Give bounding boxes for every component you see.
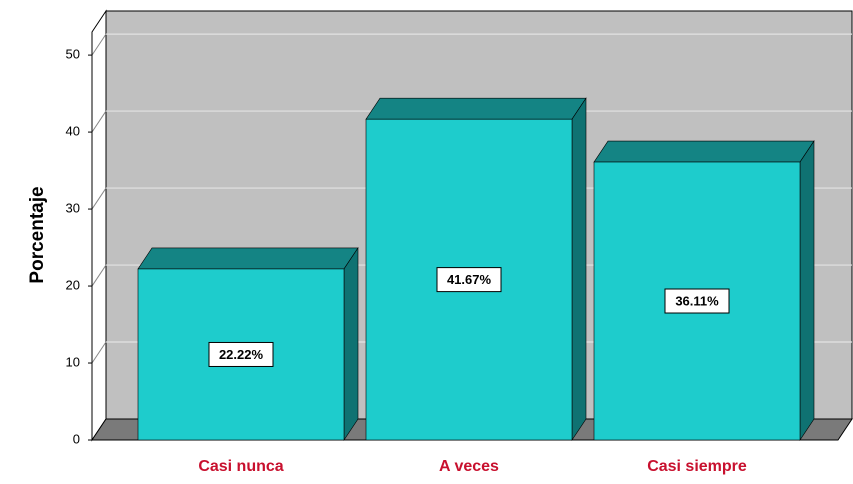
- bar-side: [571, 97, 587, 441]
- x-tick-label: Casi nunca: [198, 458, 283, 475]
- bar-top: [593, 140, 815, 163]
- value-label: 41.67%: [447, 272, 492, 287]
- y-tick-label: 30: [66, 200, 80, 215]
- x-tick-label: Casi siempre: [647, 458, 747, 475]
- value-label-box: [664, 288, 730, 314]
- y-tick-label: 0: [73, 431, 80, 446]
- grid-line: [91, 110, 107, 133]
- x-tick-label: A veces: [439, 458, 499, 475]
- y-tick-label: 40: [66, 124, 80, 139]
- side-wall: [91, 9, 107, 442]
- value-label: 36.11%: [675, 293, 719, 308]
- grid-line: [91, 187, 107, 210]
- value-label-box: [208, 341, 274, 367]
- y-tick-label: 50: [66, 47, 80, 62]
- y-tick-label: 20: [66, 277, 80, 292]
- y-axis-label: Porcentaje: [27, 186, 48, 283]
- y-tick-label: 10: [66, 354, 80, 369]
- grid-line: [91, 33, 107, 56]
- bar-side: [799, 140, 815, 441]
- bar-top: [137, 247, 359, 270]
- grid-line: [91, 264, 107, 287]
- value-label-box: [436, 267, 502, 293]
- value-label: 22.22%: [219, 347, 264, 362]
- bar-side: [343, 246, 359, 441]
- grid-line: [91, 341, 107, 364]
- bar-top: [365, 97, 587, 120]
